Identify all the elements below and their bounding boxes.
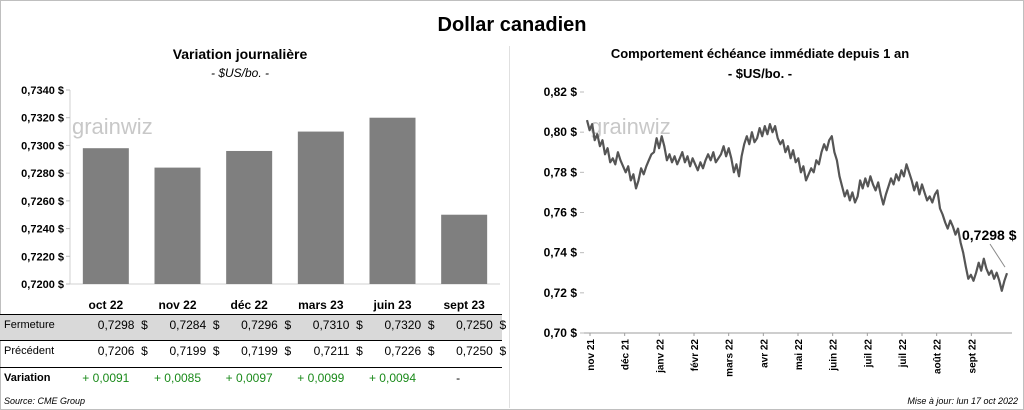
callout-leader	[989, 243, 1006, 268]
table-rule	[0, 340, 502, 341]
x-tick-label: févr 22	[690, 339, 701, 372]
table-cell: 0,7310 $	[312, 318, 363, 332]
table-row-label: Fermeture	[4, 319, 55, 331]
y-tick-label: 0,7200 $	[21, 279, 64, 291]
table-rule	[0, 367, 502, 368]
x-tick-label: juin 22	[829, 339, 840, 372]
panel-divider	[509, 46, 510, 408]
table-cell: + 0,0085	[153, 371, 202, 385]
update-date: Mise à jour: lun 17 oct 2022	[907, 396, 1018, 406]
x-tick-label: nov 21	[586, 339, 597, 371]
y-tick-label: 0,7240 $	[21, 224, 64, 236]
table-cell: 0,7199 $	[169, 344, 220, 358]
y-tick-label: 0,7320 $	[21, 113, 64, 125]
x-category-label: déc 22	[230, 298, 268, 312]
x-category-label: mars 23	[298, 298, 344, 312]
x-category-label: juin 23	[372, 298, 411, 312]
x-tick-label: sept 22	[967, 339, 978, 374]
left-chart-unit: - $US/bo. -	[210, 66, 270, 80]
left-chart-title: Variation journalière	[172, 46, 308, 62]
table-cell: 0,7284 $	[169, 318, 220, 332]
last-price-callout: 0,7298 $	[962, 227, 1017, 243]
bar	[297, 131, 344, 284]
y-tick-label: 0,7300 $	[21, 140, 64, 152]
x-tick-label: juil 22	[898, 339, 909, 369]
table-row-label: Variation	[4, 372, 51, 384]
table-cell: 0,7296 $	[241, 318, 292, 332]
y-tick-label: 0,70 $	[544, 326, 578, 340]
bar	[154, 167, 201, 284]
x-category-label: sept 23	[443, 298, 485, 312]
x-tick-label: janv 22	[655, 339, 666, 374]
x-tick-label: mars 22	[725, 339, 736, 377]
y-tick-label: 0,80 $	[544, 125, 578, 139]
table-cell: 0,7298 $	[97, 318, 148, 332]
y-tick-label: 0,78 $	[544, 165, 578, 179]
x-category-label: oct 22	[88, 298, 123, 312]
bar	[441, 214, 488, 284]
table-cell: -	[456, 371, 461, 385]
grainwiz-watermark: grainwiz	[72, 114, 153, 139]
y-tick-label: 0,76 $	[544, 206, 578, 220]
right-chart-unit: - $US/bo. -	[727, 66, 793, 81]
bar	[82, 148, 129, 284]
table-cell: + 0,0099	[297, 371, 345, 385]
bar	[369, 117, 416, 284]
table-cell: + 0,0091	[82, 371, 130, 385]
price-line	[585, 119, 1009, 292]
table-row-label: Précédent	[4, 345, 55, 357]
x-tick-label: déc 21	[621, 339, 632, 371]
report-title: Dollar canadien	[437, 14, 587, 36]
fermeture-row-bg	[0, 315, 502, 340]
x-category-label: nov 22	[158, 298, 196, 312]
table-cell: 0,7206 $	[97, 344, 148, 358]
x-tick-label: août 22	[933, 339, 944, 374]
grainwiz-watermark: grainwiz	[590, 114, 671, 139]
y-tick-label: 0,7340 $	[21, 85, 64, 97]
table-cell: 0,7211 $	[313, 344, 363, 358]
table-rule	[0, 314, 502, 315]
x-tick-label: mai 22	[794, 339, 805, 371]
y-tick-label: 0,82 $	[544, 85, 578, 99]
y-tick-label: 0,7220 $	[21, 251, 64, 263]
table-cell: 0,7250 $	[456, 344, 507, 358]
daily-variation-bar-chart: grainwiz 0,7200 $ 0,7220 $ 0,7240 $ 0,7260 …	[21, 85, 500, 312]
table-cell: 0,7226 $	[384, 344, 435, 358]
x-tick-label: avr 22	[759, 339, 770, 368]
table-cell: 0,7199 $	[241, 344, 292, 358]
y-tick-label: 0,7260 $	[21, 196, 64, 208]
source-note: Source: CME Group	[4, 396, 86, 406]
y-tick-label: 0,72 $	[544, 286, 578, 300]
table-cell: + 0,0094	[368, 371, 417, 385]
bar	[226, 150, 273, 284]
right-chart-title: Comportement échéance immédiate depuis 1…	[610, 46, 910, 61]
x-tick-label: juil 22	[863, 339, 874, 369]
table-cell: + 0,0097	[225, 371, 273, 385]
y-tick-label: 0,7280 $	[21, 168, 64, 180]
table-cell: 0,7320 $	[384, 318, 435, 332]
table-cell: 0,7250 $	[456, 318, 507, 332]
y-tick-label: 0,74 $	[544, 246, 578, 260]
